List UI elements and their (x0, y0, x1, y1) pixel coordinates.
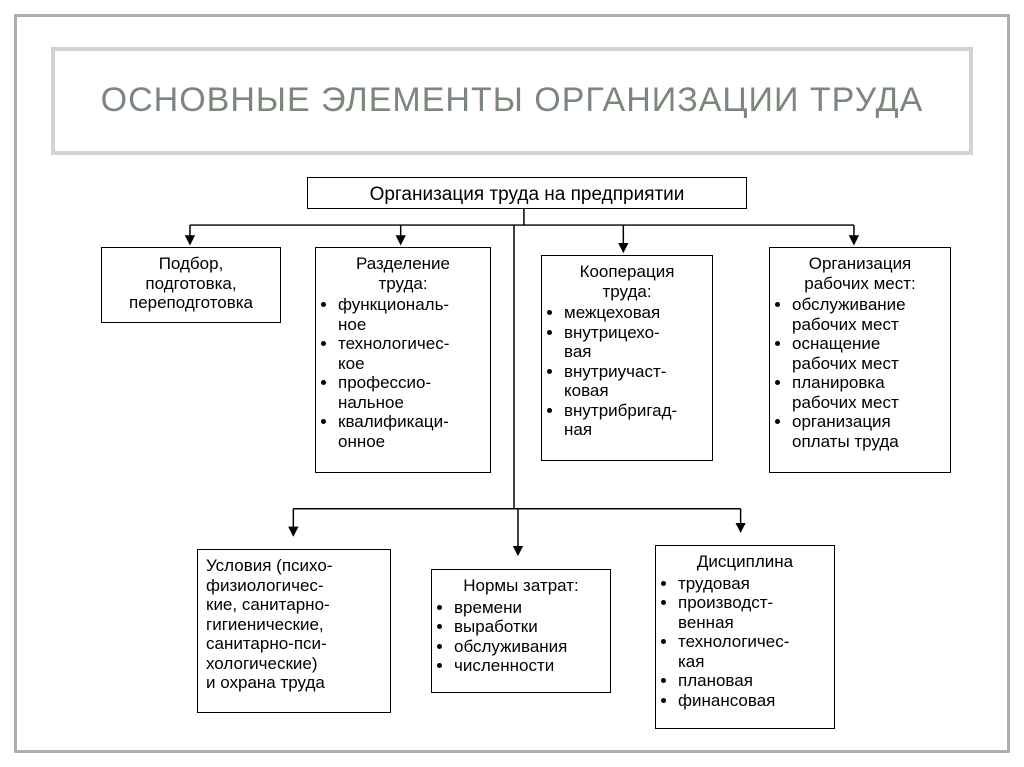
root-box: Организация труда на предприятии (307, 177, 747, 209)
list-item: плановая (678, 671, 826, 691)
row2-body-usloviya: Условия (психо-физиологичес-кие, санитар… (206, 556, 382, 693)
list-item: межцеховая (564, 303, 704, 323)
row1-bullets-orgmest: обслуживаниерабочих местоснащениерабочих… (778, 295, 942, 451)
slide-title: ОСНОВНЫЕ ЭЛЕМЕНТЫ ОРГАНИЗАЦИИ ТРУДА (101, 81, 924, 120)
list-item: технологичес-кое (338, 334, 482, 373)
list-item: внутрибригад-ная (564, 401, 704, 440)
row2-box-disciplina: Дисциплинатрудоваяпроизводст-веннаятехно… (655, 545, 835, 729)
row2-box-normy: Нормы затрат:временивыработкиобслуживани… (431, 569, 611, 693)
list-item: квалификаци-онное (338, 412, 482, 451)
root-text: Организация труда на предприятии (370, 184, 685, 205)
list-item: обслуживания (454, 637, 602, 657)
row1-bullets-kooperaciya: межцеховаявнутрицехо-ваявнутриучаст-кова… (550, 303, 704, 440)
row1-box-podbor: Подбор,подготовка,переподготовка (101, 247, 281, 323)
list-item: профессио-нальное (338, 373, 482, 412)
row1-box-kooperaciya: Кооперациятруда:межцеховаявнутрицехо-вая… (541, 255, 713, 461)
list-item: внутрицехо-вая (564, 323, 704, 362)
list-item: оснащениерабочих мест (792, 334, 942, 373)
slide-title-frame: ОСНОВНЫЕ ЭЛЕМЕНТЫ ОРГАНИЗАЦИИ ТРУДА (51, 47, 973, 155)
row1-bullets-razdelenie: функциональ-ноетехнологичес-коепрофессио… (324, 295, 482, 451)
list-item: функциональ-ное (338, 295, 482, 334)
list-item: трудовая (678, 574, 826, 594)
list-item: обслуживаниерабочих мест (792, 295, 942, 334)
row1-box-orgmest: Организациярабочих мест:обслуживаниерабо… (769, 247, 951, 473)
row2-bullets-disciplina: трудоваяпроизводст-веннаятехнологичес-ка… (664, 574, 826, 711)
list-item: численности (454, 656, 602, 676)
row2-box-usloviya: Условия (психо-физиологичес-кие, санитар… (197, 549, 391, 713)
list-item: финансовая (678, 691, 826, 711)
row2-bullets-normy: временивыработкиобслуживаниячисленности (440, 598, 602, 676)
row1-title-podbor: Подбор,подготовка,переподготовка (110, 254, 272, 313)
list-item: технологичес-кая (678, 632, 826, 671)
slide-outer-frame: ОСНОВНЫЕ ЭЛЕМЕНТЫ ОРГАНИЗАЦИИ ТРУДА Орга… (14, 14, 1010, 753)
list-item: внутриучаст-ковая (564, 362, 704, 401)
row2-title-normy: Нормы затрат: (440, 576, 602, 596)
list-item: организацияоплаты труда (792, 412, 942, 451)
row1-title-orgmest: Организациярабочих мест: (778, 254, 942, 293)
row1-title-kooperaciya: Кооперациятруда: (550, 262, 704, 301)
row1-title-razdelenie: Разделениетруда: (324, 254, 482, 293)
row2-title-disciplina: Дисциплина (664, 552, 826, 572)
list-item: планировкарабочих мест (792, 373, 942, 412)
row1-box-razdelenie: Разделениетруда:функциональ-ноетехнологи… (315, 247, 491, 473)
list-item: времени (454, 598, 602, 618)
list-item: выработки (454, 617, 602, 637)
list-item: производст-венная (678, 593, 826, 632)
diagram-area: Организация труда на предприятии Подбор,… (17, 171, 1007, 750)
